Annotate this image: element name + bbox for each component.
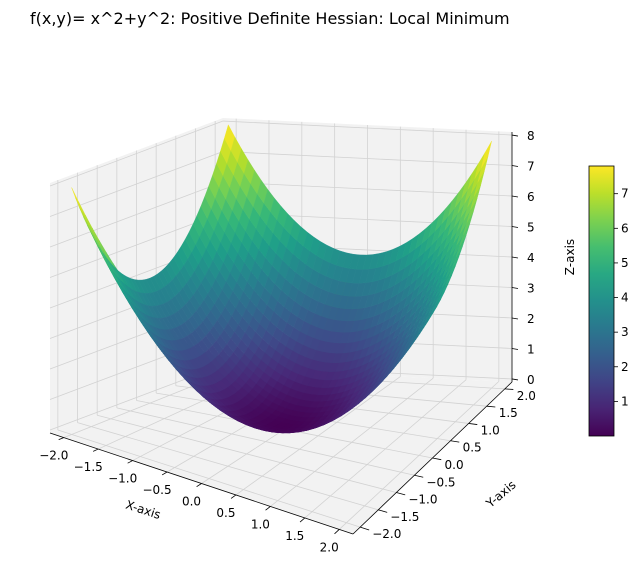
x-tick-mark: [58, 437, 64, 440]
z-tick-label: 4: [527, 251, 535, 265]
y-tick-mark: [360, 526, 370, 531]
back-gridline-z: [222, 120, 513, 136]
z-tick-mark: [511, 226, 519, 228]
colorbar: 1 2 3 4 5 6 7: [588, 165, 629, 437]
colorbar-tick-label: 5: [621, 256, 629, 270]
y-tick-mark: [486, 405, 496, 408]
y-tick-label: 1.0: [481, 423, 500, 437]
left-gridline-z: [49, 120, 224, 187]
z-tick-mark: [511, 165, 519, 167]
y-tick-mark: [504, 388, 514, 390]
colorbar-gradient: [588, 165, 615, 437]
z-tick-label: 5: [527, 221, 535, 235]
x-tick-label: 2.0: [320, 540, 339, 554]
floor-gridline-y: [77, 422, 379, 511]
z-tick-mark: [511, 134, 519, 137]
z-tick-label: 6: [527, 190, 535, 204]
y-tick-mark: [378, 509, 388, 513]
axis-ticks: −2.0−1.5−1.0−0.50.00.51.01.52.0−2.0−1.5−…: [39, 129, 536, 554]
x-tick-mark: [161, 471, 168, 476]
y-tick-mark: [396, 492, 406, 496]
z-tick-mark: [511, 378, 519, 381]
x-tick-mark: [334, 529, 340, 535]
surface-mesh: [71, 124, 492, 434]
y-tick-label: −1.5: [390, 510, 419, 524]
x-tick-label: 1.0: [251, 517, 270, 531]
colorbar-tick-label: 4: [621, 291, 629, 305]
x-tick-mark: [299, 517, 306, 523]
colorbar-tick-label: 7: [621, 187, 629, 201]
z-tick-mark: [511, 317, 519, 320]
x-tick-label: −0.5: [142, 483, 171, 497]
z-tick-mark: [511, 348, 519, 350]
colorbar-tick-label: 2: [621, 360, 629, 374]
surface-patch: [481, 140, 492, 169]
colorbar-tick-label: 6: [621, 221, 629, 235]
z-tick-label: 8: [527, 129, 535, 143]
z-tick-mark: [511, 256, 519, 259]
y-axis-label: Y-axis: [483, 478, 519, 511]
floor-gridline-y: [57, 429, 361, 528]
y-tick-label: 1.5: [499, 406, 518, 420]
y-tick-label: 0.0: [445, 458, 464, 472]
z-tick-mark: [511, 195, 519, 198]
chart-title: f(x,y)= x^2+y^2: Positive Definite Hessi…: [30, 9, 510, 28]
floor-pane: [50, 368, 512, 534]
colorbar-tick-label: 1: [621, 394, 629, 408]
z-tick-label: 2: [527, 312, 535, 326]
x-tick-label: 0.5: [216, 506, 235, 520]
x-tick-label: −1.0: [108, 472, 137, 486]
x-tick-label: 0.0: [182, 495, 201, 509]
z-tick-label: 1: [527, 342, 535, 356]
x-tick-mark: [92, 448, 99, 452]
x-tick-mark: [230, 494, 237, 499]
colorbar-tick-label: 3: [621, 325, 629, 339]
z-tick-mark: [511, 287, 519, 289]
y-tick-label: −0.5: [426, 475, 455, 489]
x-tick-mark: [265, 506, 271, 511]
x-axis-label: X-axis: [124, 498, 163, 522]
y-tick-label: 0.5: [463, 441, 482, 455]
z-tick-label: 0: [527, 373, 535, 387]
z-tick-label: 7: [527, 160, 535, 174]
x-tick-mark: [196, 483, 202, 488]
floor-gridline-y: [97, 414, 397, 493]
y-tick-label: −1.0: [408, 493, 437, 507]
floor-gridline-y: [116, 407, 415, 476]
back-gridline-z: [222, 151, 513, 166]
z-tick-label: 3: [527, 281, 535, 295]
y-tick-mark: [414, 474, 424, 478]
colorbar-ticks: 1 2 3 4 5 6 7: [614, 187, 629, 408]
y-tick-mark: [432, 457, 442, 461]
x-tick-label: −1.5: [74, 460, 103, 474]
y-tick-mark: [468, 423, 478, 425]
left-gridline-z: [49, 181, 224, 248]
y-tick-mark: [450, 440, 460, 443]
x-tick-label: −2.0: [39, 449, 68, 463]
x-tick-mark: [127, 460, 133, 464]
y-tick-label: −2.0: [372, 527, 401, 541]
y-tick-label: 2.0: [517, 389, 536, 403]
x-tick-label: 1.5: [285, 529, 304, 543]
z-axis-label: Z-axis: [563, 239, 577, 275]
